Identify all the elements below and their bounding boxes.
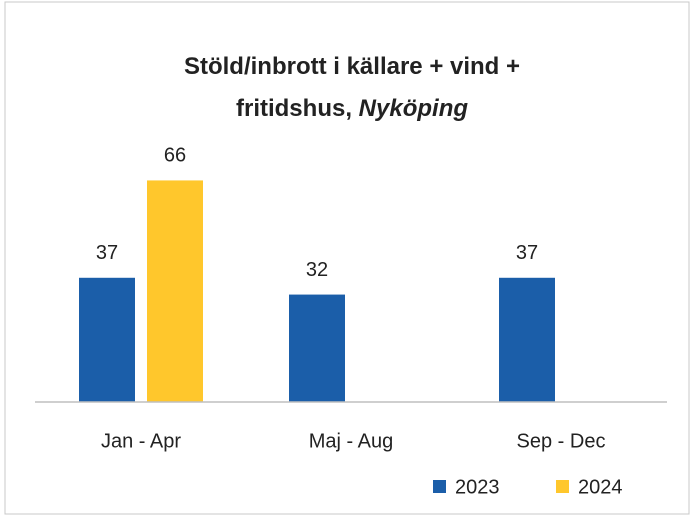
title-line: Stöld/inbrott i källare + vind + xyxy=(184,53,520,80)
x-tick-label: Maj - Aug xyxy=(309,430,393,452)
bar xyxy=(79,277,135,402)
legend-label: 2024 xyxy=(578,476,623,498)
legend-swatch xyxy=(556,480,569,493)
data-label: 37 xyxy=(516,242,538,264)
legend-label: 2023 xyxy=(455,476,500,498)
chart-border xyxy=(4,1,690,515)
x-tick-label: Jan - Apr xyxy=(101,430,181,452)
bar xyxy=(499,277,555,402)
chart-title: fritidshus, Nyköping xyxy=(236,95,468,122)
data-label: 37 xyxy=(96,242,118,264)
legend-swatch xyxy=(433,480,446,493)
data-label: 66 xyxy=(164,145,186,167)
x-tick-label: Sep - Dec xyxy=(517,430,606,452)
chart-title: Stöld/inbrott i källare + vind + xyxy=(184,53,520,80)
bar xyxy=(289,294,345,402)
title-italic: Nyköping xyxy=(359,95,469,122)
bar xyxy=(147,180,203,402)
title-line: fritidshus, xyxy=(236,95,352,122)
data-label: 32 xyxy=(306,259,328,281)
